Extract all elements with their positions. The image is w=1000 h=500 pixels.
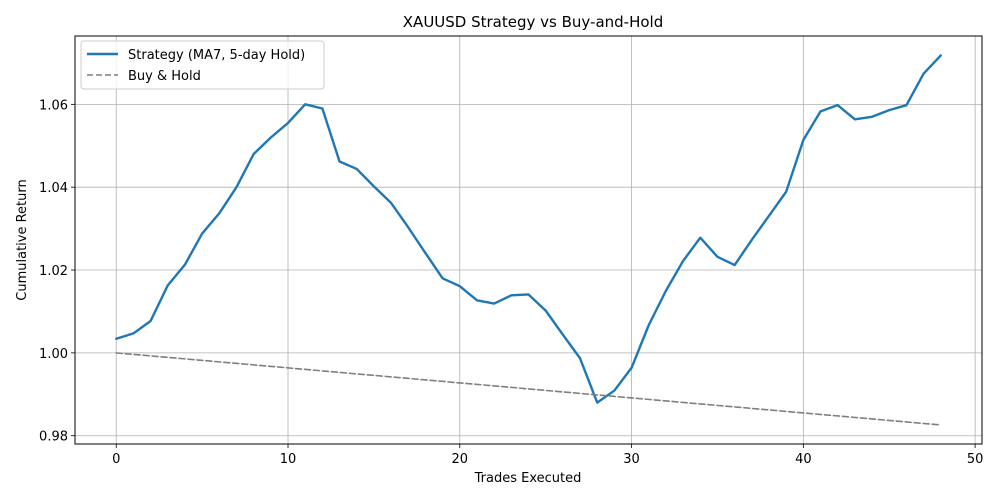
y-tick-label: 1.06	[39, 98, 68, 113]
chart-title: XAUUSD Strategy vs Buy-and-Hold	[403, 13, 663, 31]
x-tick-label: 50	[967, 452, 984, 467]
x-axis: 0 10 20 30 40 50	[112, 444, 983, 467]
y-tick-label: 1.02	[39, 264, 68, 279]
x-tick-label: 20	[452, 452, 469, 467]
x-tick-label: 30	[623, 452, 640, 467]
x-tick-label: 10	[280, 452, 297, 467]
y-tick-label: 1.00	[39, 347, 68, 362]
series-line-strategy	[115, 54, 942, 404]
plot-area-frame	[74, 35, 983, 445]
y-tick-label: 0.98	[39, 430, 68, 445]
x-tick-label: 0	[112, 452, 120, 467]
series-line-buy-hold	[115, 352, 942, 426]
y-axis: 0.98 1.00 1.02 1.04 1.06	[39, 98, 75, 445]
legend-label-strategy: Strategy (MA7, 5-day Hold)	[128, 48, 305, 63]
legend-box	[80, 40, 325, 90]
legend-label-buy-hold: Buy & Hold	[128, 69, 201, 84]
y-tick-label: 1.04	[39, 181, 68, 196]
x-tick-label: 40	[795, 452, 812, 467]
y-axis-label: Cumulative Return	[15, 179, 30, 300]
grid	[75, 36, 982, 444]
legend: Strategy (MA7, 5-day Hold) Buy & Hold	[80, 40, 325, 90]
x-axis-label: Trades Executed	[474, 471, 582, 486]
series-group	[115, 54, 942, 426]
